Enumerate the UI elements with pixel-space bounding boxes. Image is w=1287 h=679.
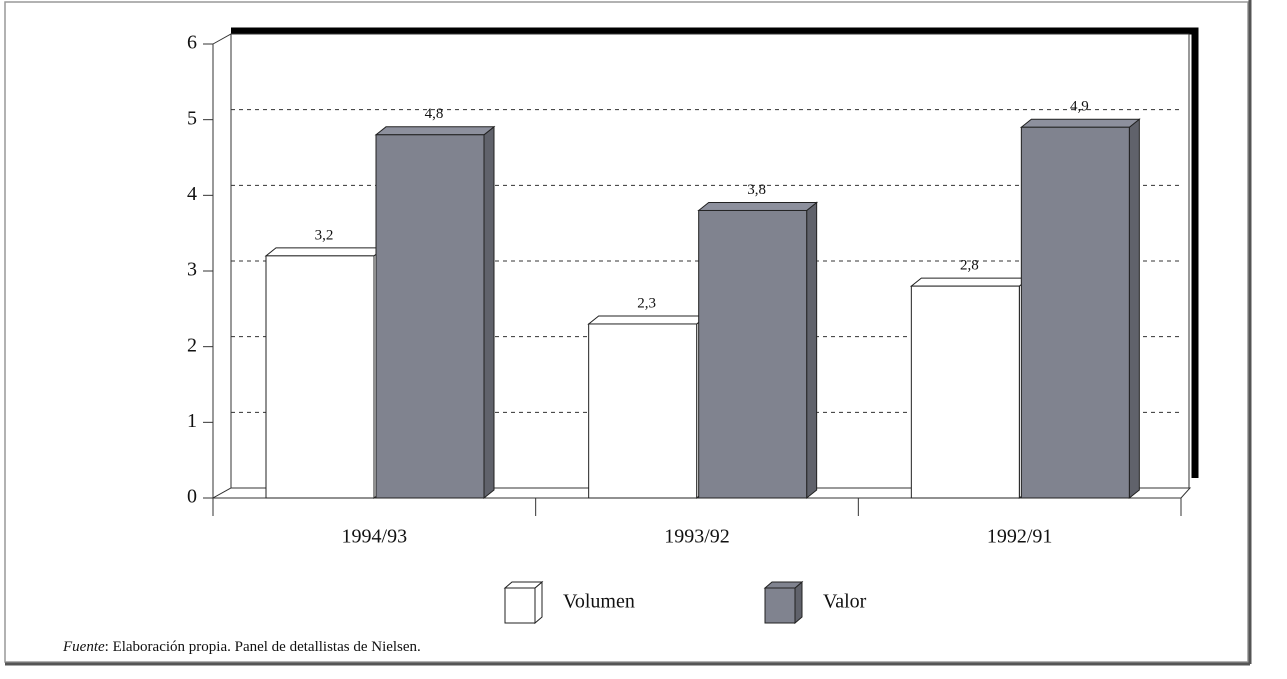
bar-top	[264, 247, 386, 257]
bar-top	[909, 277, 1031, 287]
bar-top	[697, 201, 819, 211]
value-label: 2,8	[960, 258, 979, 274]
y-tick-label: 3	[187, 259, 197, 281]
source-label: Fuente	[62, 639, 105, 655]
legend-label: Volumen	[563, 591, 635, 613]
y-tick-label: 5	[187, 107, 197, 129]
bar-top	[587, 315, 709, 325]
bar-side	[806, 201, 818, 500]
x-tick-label: 1992/91	[987, 526, 1053, 548]
bar-side	[1128, 118, 1140, 500]
value-label: 2,3	[637, 295, 656, 311]
y-tick-label: 2	[187, 334, 197, 356]
y-tick-label: 1	[187, 410, 197, 432]
legend-swatch-top	[503, 581, 544, 589]
bar	[588, 323, 698, 499]
bar-top	[374, 126, 496, 136]
legend-swatch-side	[794, 580, 803, 625]
bar	[698, 209, 808, 499]
side-wall	[212, 33, 232, 499]
y-tick-label: 0	[187, 486, 197, 508]
legend-swatch	[764, 587, 796, 624]
legend-label: Valor	[823, 591, 867, 613]
source-note: Fuente: Elaboración propia. Panel de det…	[62, 639, 421, 655]
y-tick-label: 4	[187, 183, 197, 205]
bar-top	[1019, 118, 1141, 128]
x-tick-label: 1994/93	[342, 526, 408, 548]
value-label: 3,2	[315, 227, 334, 243]
value-label: 3,8	[747, 182, 766, 198]
wall-shadow	[231, 27, 1199, 478]
y-tick-label: 6	[187, 32, 197, 54]
legend-swatch-top	[763, 581, 804, 589]
bar	[1020, 126, 1130, 499]
bar	[375, 134, 485, 499]
bar-side	[483, 125, 495, 500]
legend-swatch	[504, 587, 536, 624]
bar	[265, 255, 375, 499]
legend-swatch-side	[534, 580, 543, 625]
bar	[910, 285, 1020, 499]
value-label: 4,8	[425, 106, 444, 122]
source-text: : Elaboración propia. Panel de detallist…	[105, 639, 421, 655]
value-label: 4,9	[1070, 99, 1089, 115]
x-tick-label: 1993/92	[664, 526, 730, 548]
